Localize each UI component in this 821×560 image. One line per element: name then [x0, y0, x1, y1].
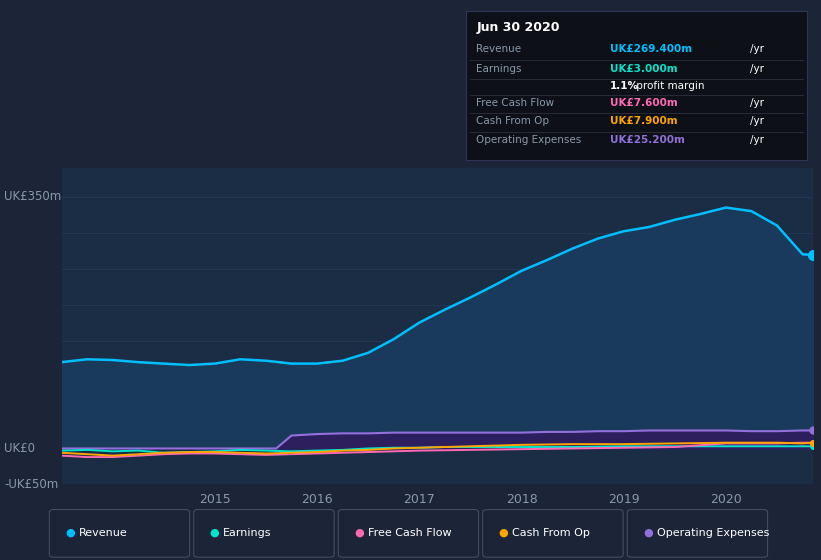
Text: ●: ●: [643, 528, 653, 538]
Text: UK£3.000m: UK£3.000m: [610, 64, 677, 73]
Text: UK£0: UK£0: [4, 442, 35, 455]
Text: ●: ●: [65, 528, 75, 538]
Text: UK£7.600m: UK£7.600m: [610, 98, 678, 108]
Text: /yr: /yr: [750, 116, 764, 126]
Text: UK£350m: UK£350m: [4, 190, 62, 203]
Text: /yr: /yr: [750, 98, 764, 108]
Text: Jun 30 2020: Jun 30 2020: [476, 21, 560, 34]
Text: profit margin: profit margin: [633, 81, 704, 91]
Text: /yr: /yr: [750, 64, 764, 73]
Text: 1.1%: 1.1%: [610, 81, 639, 91]
Text: Earnings: Earnings: [476, 64, 521, 73]
Text: ●: ●: [498, 528, 508, 538]
Text: Operating Expenses: Operating Expenses: [657, 528, 769, 538]
Text: /yr: /yr: [750, 44, 764, 54]
Text: Free Cash Flow: Free Cash Flow: [476, 98, 554, 108]
Text: -UK£50m: -UK£50m: [4, 478, 58, 491]
Text: ●: ●: [354, 528, 364, 538]
Text: /yr: /yr: [750, 135, 764, 144]
Text: UK£25.200m: UK£25.200m: [610, 135, 685, 144]
Text: Cash From Op: Cash From Op: [512, 528, 590, 538]
Text: Revenue: Revenue: [79, 528, 127, 538]
Text: Operating Expenses: Operating Expenses: [476, 135, 581, 144]
Text: Cash From Op: Cash From Op: [476, 116, 549, 126]
Text: Revenue: Revenue: [476, 44, 521, 54]
Text: Earnings: Earnings: [223, 528, 272, 538]
Text: UK£269.400m: UK£269.400m: [610, 44, 692, 54]
Text: UK£7.900m: UK£7.900m: [610, 116, 677, 126]
Text: Free Cash Flow: Free Cash Flow: [368, 528, 452, 538]
Text: ●: ●: [209, 528, 219, 538]
